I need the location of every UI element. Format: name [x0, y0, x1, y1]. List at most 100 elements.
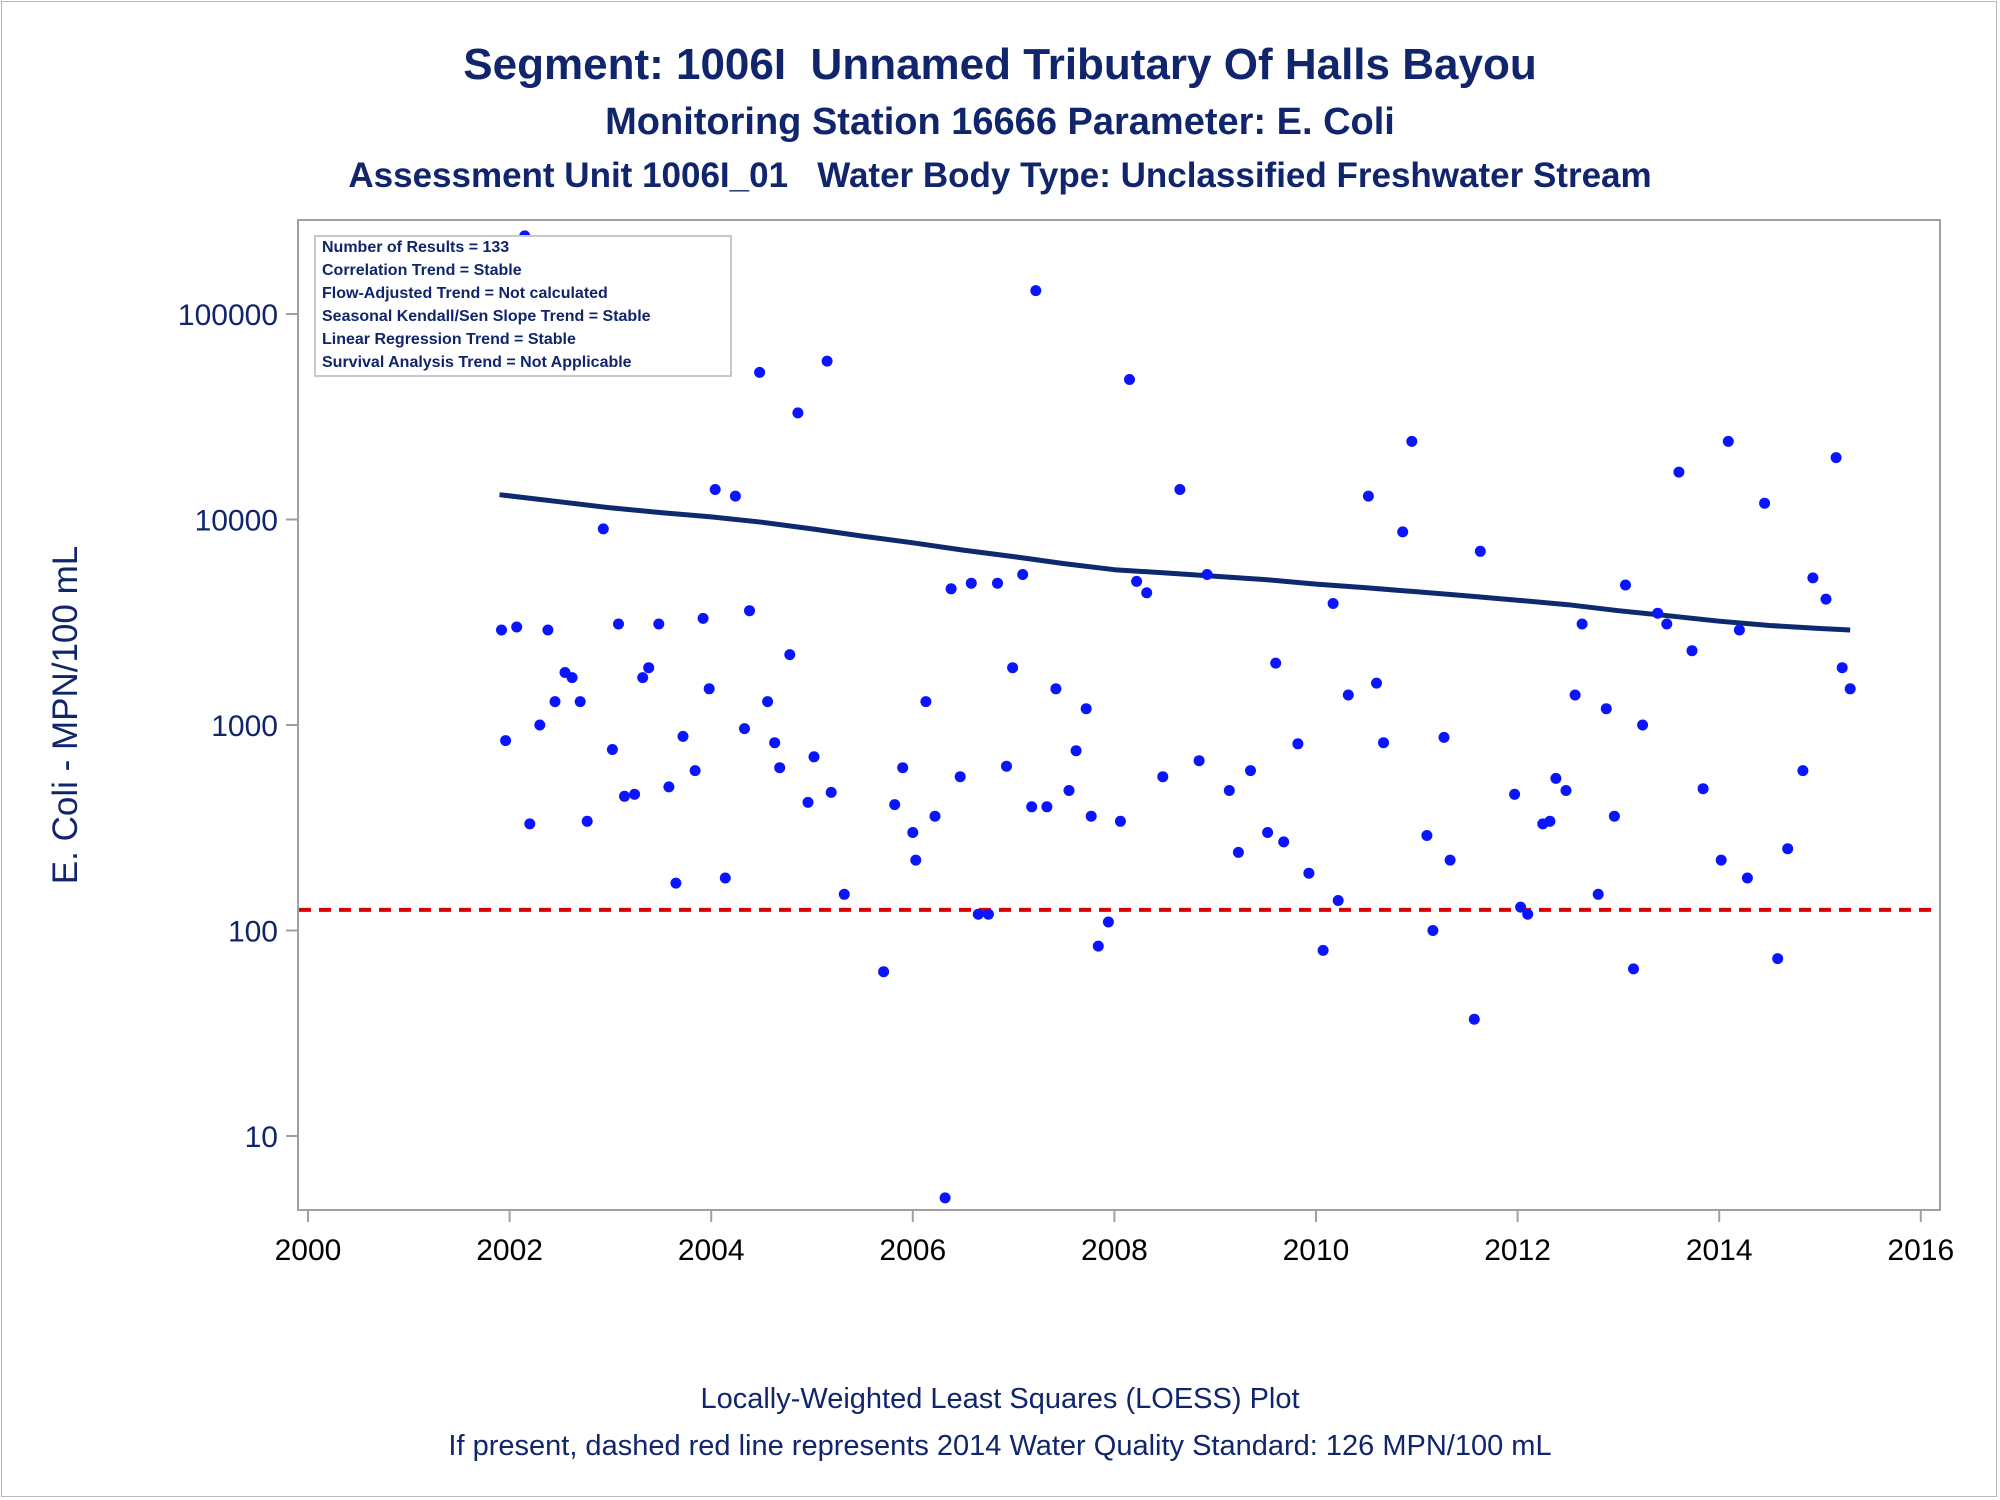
data-point [1362, 490, 1374, 502]
data-point [920, 696, 932, 708]
data-point [1741, 872, 1753, 884]
data-point [534, 719, 546, 731]
data-point [1102, 916, 1114, 928]
data-points [496, 230, 1856, 1204]
data-point [754, 366, 766, 378]
data-point [1270, 657, 1282, 669]
data-point [1017, 569, 1029, 580]
chart-subtitle: Monitoring Station 16666 Parameter: E. C… [605, 101, 1395, 143]
data-point [1085, 810, 1097, 822]
data-point [1063, 785, 1075, 796]
data-point [1444, 854, 1456, 866]
data-point [1007, 662, 1019, 674]
data-point [992, 577, 1003, 589]
data-point [769, 737, 781, 749]
data-point [496, 624, 507, 636]
data-point [825, 786, 837, 798]
data-point [972, 908, 984, 920]
y-tick-label: 100000 [178, 299, 278, 332]
data-point [1292, 738, 1304, 750]
chart-title: Segment: 1006I Unnamed Tributary Of Hall… [463, 40, 1537, 89]
data-point [613, 618, 624, 630]
data-point [1397, 526, 1409, 538]
data-point [1628, 963, 1639, 975]
data-point [774, 762, 786, 774]
data-point [1569, 689, 1581, 701]
loess-trend-line [499, 492, 1851, 633]
data-point [838, 888, 850, 900]
data-point [1637, 719, 1649, 731]
data-point [689, 765, 701, 777]
x-tick-label: 2002 [476, 1234, 543, 1267]
data-point [1715, 854, 1727, 866]
data-point [549, 696, 561, 708]
x-tick-label: 2010 [1283, 1234, 1350, 1267]
data-point [1427, 925, 1439, 936]
data-point [1131, 575, 1143, 587]
data-point [910, 854, 922, 866]
data-point [1522, 908, 1534, 920]
data-point [542, 624, 554, 636]
data-point [1797, 765, 1809, 777]
data-point [907, 827, 919, 838]
data-point [1378, 737, 1389, 749]
data-point [1157, 771, 1169, 783]
x-tick-label: 2000 [275, 1234, 342, 1267]
data-point [939, 1192, 951, 1204]
data-point [1782, 843, 1794, 855]
data-point [1026, 801, 1038, 813]
data-point [1772, 953, 1784, 965]
data-point [1327, 598, 1339, 609]
data-point [643, 662, 655, 674]
data-point [1697, 783, 1709, 795]
data-point [1114, 815, 1126, 827]
data-point [1141, 587, 1153, 599]
stats-legend-box [314, 235, 732, 377]
data-point [1652, 607, 1664, 619]
data-point [1001, 760, 1012, 772]
data-point [1661, 618, 1673, 630]
x-tick-label: 2008 [1081, 1234, 1148, 1267]
data-point [878, 966, 890, 978]
data-point [784, 649, 796, 661]
data-point [1600, 703, 1612, 715]
data-point [597, 523, 609, 535]
stats-line: Correlation Trend = Stable [322, 262, 522, 279]
data-point [808, 751, 820, 763]
data-point [1092, 940, 1104, 952]
data-point [581, 815, 593, 827]
data-point [697, 612, 709, 624]
data-point [1223, 785, 1235, 796]
y-axis: 10 100 1000 10000 100000 [178, 299, 298, 1154]
data-point [1342, 689, 1354, 701]
data-point [1030, 285, 1042, 297]
y-tick-label: 10 [245, 1121, 278, 1154]
data-point [703, 683, 715, 695]
data-point [1303, 867, 1315, 879]
data-point [1174, 484, 1186, 495]
data-point [792, 407, 804, 419]
data-point [1278, 836, 1290, 848]
data-point [670, 877, 682, 889]
data-point [709, 484, 721, 495]
data-point [1576, 618, 1588, 630]
data-point [929, 810, 941, 822]
data-point [1232, 846, 1244, 858]
data-point [566, 672, 578, 684]
y-tick-label: 1000 [211, 710, 278, 743]
x-tick-label: 2004 [678, 1234, 745, 1267]
data-point [744, 605, 755, 617]
data-point [1807, 572, 1819, 584]
data-point [677, 730, 689, 742]
data-point [1820, 593, 1832, 605]
data-point [821, 355, 833, 367]
x-tick-label: 2016 [1887, 1234, 1954, 1267]
x-axis: 2000 2002 2004 2006 2008 2010 2012 2014 2016 [275, 1210, 1954, 1267]
data-point [1317, 944, 1329, 956]
data-point [729, 490, 741, 502]
data-point [1620, 579, 1631, 591]
data-point [1560, 785, 1572, 796]
data-point [663, 781, 675, 793]
